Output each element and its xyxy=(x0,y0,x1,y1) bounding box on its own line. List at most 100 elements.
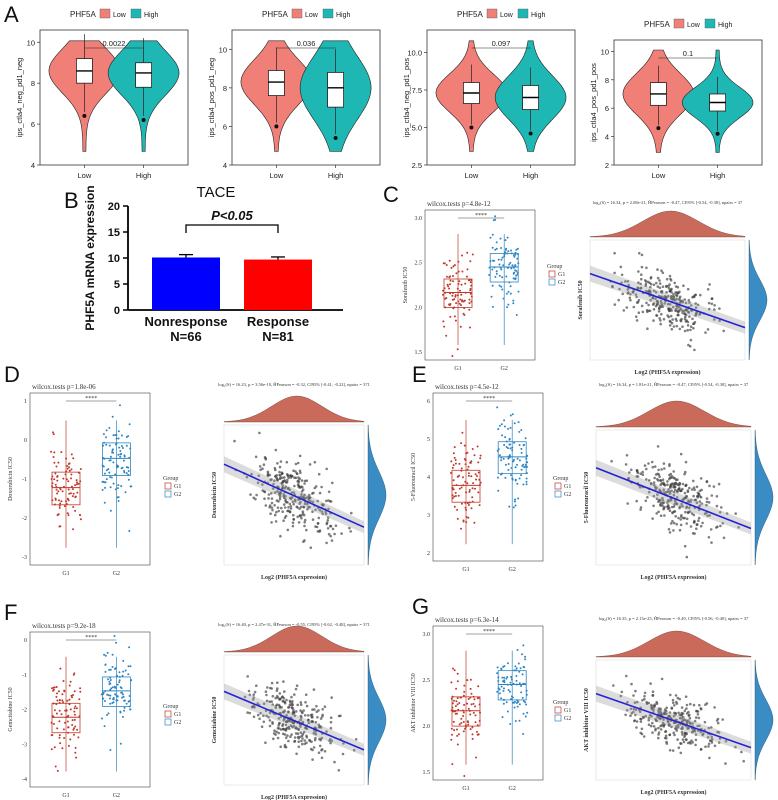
scatter-point xyxy=(307,505,310,509)
scatter-point xyxy=(660,468,663,471)
boxplot-point xyxy=(103,725,106,728)
y-axis-label: ips_ctla4_neg_pd1_pos xyxy=(402,58,411,137)
boxplot-point xyxy=(52,689,55,692)
boxplot-point xyxy=(507,689,510,691)
boxplot-point xyxy=(51,475,54,478)
scatter-point xyxy=(721,522,725,525)
scatter-point xyxy=(279,460,283,463)
scatter-point xyxy=(684,510,687,514)
scatter-point xyxy=(656,478,659,481)
scatter-point xyxy=(270,492,273,495)
scatter-point xyxy=(657,306,661,310)
boxplot-point xyxy=(118,446,121,449)
group-legend-swatch xyxy=(554,714,562,722)
scatter-point xyxy=(705,503,708,507)
boxplot-point xyxy=(55,703,58,706)
scatter-point xyxy=(274,706,278,710)
boxplot-point xyxy=(53,503,56,506)
scatter-point xyxy=(670,482,673,486)
boxplot-point xyxy=(500,459,503,462)
scatter-point xyxy=(316,716,319,719)
x-tick-label: Low xyxy=(465,171,479,180)
boxplot-point xyxy=(454,462,457,465)
boxplot-point xyxy=(117,500,120,502)
boxplot-point xyxy=(503,680,506,682)
scatter-point xyxy=(282,493,286,496)
boxplot-point xyxy=(113,635,116,637)
boxplot-point xyxy=(117,484,120,487)
scatter-point xyxy=(685,703,689,707)
scatter-point xyxy=(652,494,656,498)
regression-line xyxy=(595,467,752,530)
group-legend-label: G2 xyxy=(564,716,571,722)
pvalue-label: 0.097 xyxy=(492,39,511,48)
scatter-point xyxy=(287,706,290,709)
scatter-point xyxy=(681,309,684,313)
boxplot-point xyxy=(513,271,516,274)
scatter-point xyxy=(669,277,672,281)
boxplot-point xyxy=(63,737,66,739)
scatter-point xyxy=(705,702,709,705)
scatter-point xyxy=(276,506,280,510)
boxplot-point xyxy=(68,462,71,465)
boxplot-point xyxy=(50,734,53,737)
scatter-point xyxy=(311,510,314,513)
boxplot-point xyxy=(117,430,120,433)
boxplot-point xyxy=(472,695,475,698)
scatter-point xyxy=(279,745,283,748)
boxplot-point xyxy=(516,247,519,250)
scatter-point xyxy=(309,747,313,751)
scatter-point xyxy=(665,284,668,288)
scatter-point xyxy=(640,277,643,281)
boxplot-point xyxy=(471,737,474,740)
scatter-point xyxy=(306,714,310,717)
boxplot-point xyxy=(500,285,503,288)
scatter-point xyxy=(298,454,302,458)
scatter-point xyxy=(699,293,702,297)
scatter-point xyxy=(256,702,260,705)
legend-title: PHF5A xyxy=(644,20,670,29)
scatter-point xyxy=(333,532,336,536)
boxplot-point xyxy=(116,683,119,686)
boxplot-point xyxy=(453,669,456,672)
scatter-point xyxy=(291,496,294,499)
boxplot-point xyxy=(463,703,466,706)
scatter-point xyxy=(699,748,703,751)
scatter-ylabel: 5-Fluorouracil IC50 xyxy=(584,472,590,523)
scatter-point xyxy=(675,324,679,328)
boxplot-point xyxy=(124,491,127,494)
boxplot-point xyxy=(460,722,463,724)
scatter-point xyxy=(695,709,699,713)
boxplot-point xyxy=(125,444,128,447)
scatter-point xyxy=(283,516,287,519)
boxplot-point xyxy=(494,248,497,251)
outlier-high xyxy=(141,118,146,122)
scatter-frame xyxy=(223,424,365,566)
boxplot-point xyxy=(522,644,525,647)
scatter-point xyxy=(688,486,691,490)
scatter-point xyxy=(662,491,666,494)
boxplot-point xyxy=(119,742,122,745)
boxplot-point xyxy=(128,646,131,649)
scatter-point xyxy=(662,488,665,492)
scatter-point xyxy=(668,274,672,278)
scatter-point xyxy=(651,721,654,725)
scatter-point xyxy=(670,287,673,291)
scatter-point xyxy=(740,750,743,754)
boxplot-point xyxy=(59,502,62,505)
scatter-point xyxy=(656,276,660,280)
boxplot-point xyxy=(57,490,60,493)
scatter-point xyxy=(305,496,308,500)
boxplot-point xyxy=(464,291,467,294)
scatter-point xyxy=(690,498,693,502)
boxplot-point xyxy=(110,476,113,479)
scatter-point xyxy=(683,497,686,500)
boxplot-point xyxy=(496,666,499,669)
scatter-point xyxy=(280,706,283,709)
scatter-point xyxy=(292,518,295,521)
boxplot-point xyxy=(70,468,73,471)
boxplot-point xyxy=(447,285,450,288)
scatter-point xyxy=(292,491,296,494)
boxplot-point xyxy=(63,690,66,693)
boxplot-point xyxy=(76,728,79,731)
